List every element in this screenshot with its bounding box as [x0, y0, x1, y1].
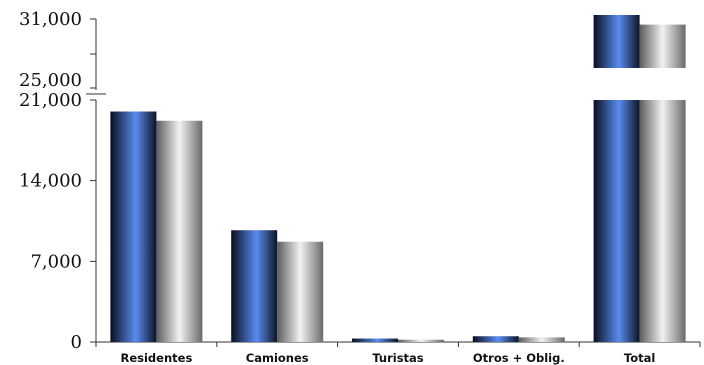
bar-upper-segment [639, 24, 686, 69]
category-label: Total [624, 351, 655, 365]
bars [95, 15, 701, 347]
bar [352, 338, 398, 342]
y-tick-label: 31,000 [19, 9, 82, 30]
bar-lower-segment [593, 100, 640, 342]
y-tick-label: 21,000 [19, 90, 82, 111]
bar [156, 120, 203, 342]
bar [472, 336, 519, 342]
bar [110, 111, 157, 343]
y-tick-label: 25,000 [19, 70, 82, 91]
category-label: Residentes [120, 351, 192, 365]
y-tick-label: 0 [71, 332, 82, 353]
category-label: Otros + Oblig. [473, 351, 565, 365]
bar [398, 339, 444, 342]
bar-lower-segment [639, 100, 686, 342]
category-label: Camiones [246, 351, 309, 365]
bar [277, 241, 324, 342]
bar-upper-segment [593, 15, 640, 68]
y-tick-label: 14,000 [19, 171, 82, 192]
y-tick-label: 7,000 [30, 251, 82, 272]
category-labels: Residentes Camiones Turistas Otros + Oblig.… [120, 351, 655, 365]
category-label: Turistas [372, 351, 423, 365]
bar [518, 337, 565, 342]
bar [231, 230, 278, 342]
